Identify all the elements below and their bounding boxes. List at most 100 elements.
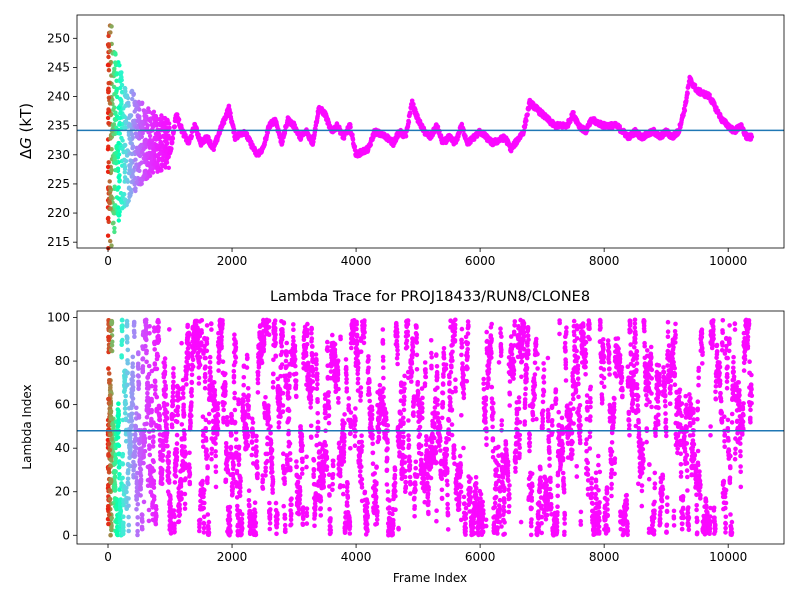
- lambda-point: [121, 520, 126, 526]
- lambda-point: [272, 318, 278, 324]
- lambda-point: [266, 416, 272, 421]
- lambda-point: [136, 366, 141, 371]
- delta-g-point: [158, 140, 163, 145]
- delta-g-point: [160, 125, 165, 131]
- lambda-point: [126, 481, 131, 487]
- lambda-point: [277, 396, 283, 402]
- lambda-point: [197, 362, 203, 368]
- lambda-point: [199, 330, 204, 336]
- lambda-point: [144, 337, 149, 343]
- lambda-point: [213, 464, 219, 469]
- y-tick-label: 225: [47, 177, 70, 191]
- lambda-point: [175, 412, 181, 418]
- lambda-point: [246, 498, 252, 503]
- lambda-point: [130, 361, 135, 367]
- lambda-point: [203, 374, 208, 380]
- lambda-point: [232, 390, 237, 396]
- lambda-point: [254, 448, 259, 454]
- delta-g-point: [154, 153, 159, 158]
- lambda-point: [232, 419, 238, 425]
- lambda-point: [178, 484, 184, 489]
- lambda-point: [304, 506, 310, 512]
- lambda-point: [116, 401, 121, 407]
- lambda-point: [189, 413, 194, 419]
- lambda-point: [179, 496, 184, 501]
- lambda-point: [208, 374, 213, 380]
- lambda-point: [223, 477, 229, 483]
- lambda-point: [123, 393, 128, 399]
- delta-g-point: [119, 90, 125, 95]
- lambda-point: [303, 353, 309, 358]
- delta-g-point: [142, 108, 147, 113]
- lambda-point: [273, 340, 278, 345]
- lambda-point: [232, 332, 237, 338]
- lambda-point: [213, 441, 218, 446]
- delta-g-point: [148, 165, 153, 170]
- lambda-point: [269, 455, 275, 460]
- lambda-point: [144, 359, 149, 365]
- lambda-point: [268, 431, 273, 436]
- delta-g-point: [106, 90, 111, 95]
- lambda-point: [181, 412, 187, 418]
- lambda-point: [183, 476, 188, 481]
- lambda-point: [244, 365, 250, 370]
- delta-g-point: [152, 162, 158, 167]
- lambda-point: [287, 451, 293, 456]
- lambda-point: [166, 465, 171, 470]
- lambda-point: [133, 423, 138, 429]
- lambda-point: [182, 491, 188, 497]
- lambda-point: [231, 368, 237, 374]
- lambda-point: [189, 393, 194, 399]
- lambda-point: [170, 390, 176, 395]
- lambda-point: [203, 438, 209, 443]
- lambda-point: [156, 336, 162, 342]
- lambda-point: [152, 347, 157, 352]
- lambda-point: [190, 357, 196, 363]
- delta-g-point: [139, 119, 144, 125]
- lambda-point: [142, 436, 148, 441]
- lambda-point: [270, 490, 276, 495]
- y-tick-label: 220: [47, 206, 70, 220]
- delta-g-point: [523, 122, 528, 128]
- lambda-point: [215, 412, 221, 418]
- lambda-point: [147, 452, 153, 458]
- lambda-point: [212, 393, 218, 398]
- delta-g-point: [147, 133, 153, 139]
- lambda-point: [285, 378, 291, 383]
- lambda-point: [228, 444, 234, 450]
- lambda-point: [142, 448, 148, 454]
- delta-g-point: [123, 142, 128, 148]
- x-tick-label: 10000: [709, 254, 747, 268]
- lambda-point: [159, 481, 165, 487]
- lambda-point: [252, 500, 258, 506]
- lambda-point: [219, 334, 224, 340]
- delta-g-point: [110, 221, 116, 226]
- lambda-point: [120, 323, 125, 328]
- delta-g-point: [149, 142, 154, 147]
- delta-g-point: [135, 118, 140, 124]
- lambda-point: [136, 381, 142, 387]
- lambda-point: [297, 501, 302, 506]
- lambda-point: [234, 468, 240, 474]
- lambda-point: [270, 479, 276, 485]
- delta-g-point: [116, 105, 121, 111]
- delta-g-point: [167, 125, 172, 130]
- delta-g-point: [131, 144, 136, 149]
- lambda-point: [209, 456, 214, 462]
- delta-g-point: [164, 136, 170, 142]
- lambda-point: [182, 501, 188, 507]
- delta-g-point: [749, 134, 755, 140]
- lambda-point: [201, 521, 207, 527]
- lambda-point: [216, 368, 221, 373]
- lambda-point: [157, 406, 163, 411]
- lambda-point: [263, 473, 268, 478]
- lambda-point: [152, 379, 158, 385]
- lambda-point: [171, 374, 176, 380]
- lambda-point: [160, 468, 165, 473]
- lambda-point: [245, 355, 250, 361]
- lambda-point: [162, 379, 167, 385]
- delta-g-point: [122, 125, 127, 130]
- delta-g-point: [113, 117, 118, 123]
- lambda-point: [214, 432, 220, 437]
